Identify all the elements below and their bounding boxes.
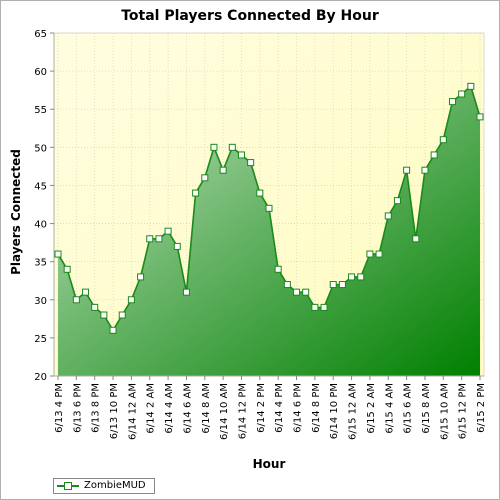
legend: ZombieMUD bbox=[53, 478, 155, 494]
data-point-marker bbox=[72, 296, 80, 304]
data-point-marker bbox=[192, 189, 200, 197]
data-point-marker bbox=[412, 235, 420, 243]
data-point-marker bbox=[237, 151, 245, 159]
data-point-marker bbox=[127, 296, 135, 304]
data-point-marker bbox=[357, 273, 365, 281]
data-point-marker bbox=[476, 113, 484, 121]
data-point-marker bbox=[366, 250, 374, 258]
x-tick-label: 6/14 8 AM bbox=[201, 383, 212, 434]
data-point-marker bbox=[109, 326, 117, 334]
data-point-marker bbox=[384, 212, 392, 220]
chart-title: Total Players Connected By Hour bbox=[121, 8, 379, 24]
y-tick-label: 40 bbox=[34, 220, 47, 231]
data-point-marker bbox=[146, 235, 154, 243]
data-point-marker bbox=[100, 311, 108, 319]
x-tick-label: 6/13 8 PM bbox=[91, 383, 102, 433]
x-tick-label: 6/14 10 PM bbox=[329, 383, 340, 439]
x-tick-label: 6/15 8 AM bbox=[421, 383, 432, 434]
x-tick-label: 6/14 6 PM bbox=[293, 383, 304, 433]
x-tick-label: 6/14 12 PM bbox=[237, 383, 248, 439]
x-tick-label: 6/15 10 AM bbox=[439, 383, 450, 440]
plot-border bbox=[53, 32, 485, 377]
legend-label: ZombieMUD bbox=[84, 480, 146, 491]
y-tick-label: 45 bbox=[34, 181, 47, 192]
data-point-marker bbox=[458, 90, 466, 98]
x-tick-label: 6/15 12 PM bbox=[458, 383, 469, 439]
x-tick-label: 6/14 2 AM bbox=[146, 383, 157, 434]
x-tick-label: 6/15 4 AM bbox=[384, 383, 395, 434]
x-tick-label: 6/13 10 PM bbox=[109, 383, 120, 439]
data-point-marker bbox=[164, 227, 172, 235]
data-point-marker bbox=[155, 235, 163, 243]
y-tick-label: 60 bbox=[34, 67, 47, 78]
data-point-marker bbox=[439, 136, 447, 144]
data-point-marker bbox=[247, 159, 255, 167]
y-tick-label: 30 bbox=[34, 296, 47, 307]
x-tick-label: 6/14 4 AM bbox=[164, 383, 175, 434]
y-tick-label: 20 bbox=[34, 372, 47, 383]
data-point-marker bbox=[54, 250, 62, 258]
data-point-marker bbox=[348, 273, 356, 281]
data-point-marker bbox=[338, 281, 346, 289]
data-point-marker bbox=[293, 288, 301, 296]
x-tick-label: 6/14 8 PM bbox=[311, 383, 322, 433]
x-tick-label: 6/15 6 AM bbox=[403, 383, 414, 434]
data-point-marker bbox=[403, 166, 411, 174]
y-tick-label: 25 bbox=[34, 334, 47, 345]
data-point-marker bbox=[210, 143, 218, 151]
data-point-marker bbox=[91, 303, 99, 311]
data-point-marker bbox=[82, 288, 90, 296]
data-point-marker bbox=[283, 281, 291, 289]
data-point-marker bbox=[320, 303, 328, 311]
x-axis-label: Hour bbox=[252, 457, 286, 471]
y-tick-label: 50 bbox=[34, 143, 47, 154]
data-point-marker bbox=[265, 204, 273, 212]
data-point-marker bbox=[173, 242, 181, 250]
x-tick-label: 6/13 4 PM bbox=[54, 383, 65, 433]
data-point-marker bbox=[118, 311, 126, 319]
data-point-marker bbox=[329, 281, 337, 289]
data-point-marker bbox=[219, 166, 227, 174]
data-point-marker bbox=[430, 151, 438, 159]
data-point-marker bbox=[256, 189, 264, 197]
x-tick-label: 6/14 2 PM bbox=[256, 383, 267, 433]
x-tick-label: 6/13 6 PM bbox=[72, 383, 83, 433]
x-tick-label: 6/14 6 AM bbox=[182, 383, 193, 434]
data-point-marker bbox=[182, 288, 190, 296]
y-tick-label: 35 bbox=[34, 258, 47, 269]
x-tick-label: 6/14 10 AM bbox=[219, 383, 230, 440]
x-tick-label: 6/15 2 PM bbox=[476, 383, 487, 433]
y-tick-label: 65 bbox=[34, 29, 47, 40]
data-point-marker bbox=[137, 273, 145, 281]
data-point-marker bbox=[63, 265, 71, 273]
x-tick-label: 6/15 12 AM bbox=[348, 383, 359, 440]
data-point-marker bbox=[302, 288, 310, 296]
x-tick-label: 6/14 4 PM bbox=[274, 383, 285, 433]
data-point-marker bbox=[448, 98, 456, 106]
data-point-marker bbox=[311, 303, 319, 311]
data-point-marker bbox=[201, 174, 209, 182]
x-tick-label: 6/15 2 AM bbox=[366, 383, 377, 434]
data-point-marker bbox=[375, 250, 383, 258]
data-point-marker bbox=[228, 143, 236, 151]
x-tick-label: 6/14 12 AM bbox=[127, 383, 138, 440]
y-tick-label: 55 bbox=[34, 105, 47, 116]
series-area-fill bbox=[58, 86, 480, 376]
data-point-marker bbox=[467, 82, 475, 90]
legend-marker-swatch bbox=[64, 482, 72, 490]
data-point-marker bbox=[393, 197, 401, 205]
data-point-marker bbox=[421, 166, 429, 174]
data-point-marker bbox=[274, 265, 282, 273]
